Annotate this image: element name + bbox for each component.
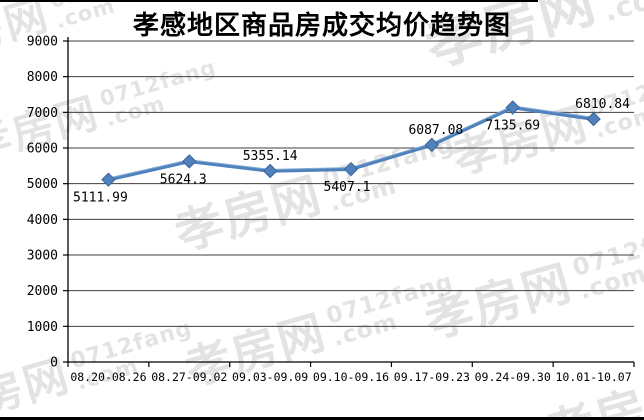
y-tick-label: 9000 bbox=[27, 35, 58, 50]
y-tick-label: 3000 bbox=[27, 249, 58, 264]
data-point-labels: 5111.99 5624.3 5355.14 5407.1 6087.08 7135.69… bbox=[73, 97, 630, 206]
y-tick-label: 8000 bbox=[27, 70, 58, 85]
y-tick-label: 5000 bbox=[27, 177, 58, 192]
x-axis-labels: 08.20-08.26 08.27-09.02 09.03-09.09 09.10-0… bbox=[70, 370, 631, 384]
y-tick-label: 7000 bbox=[27, 106, 58, 121]
data-point-value-label: 5355.14 bbox=[243, 149, 298, 164]
x-category-label: 08.20-08.26 bbox=[70, 370, 146, 384]
x-category-label: 10.01-10.07 bbox=[555, 370, 631, 384]
y-tick-label: 4000 bbox=[27, 213, 58, 228]
data-point-value-label: 6087.08 bbox=[408, 123, 463, 138]
x-category-label: 09.24-09.30 bbox=[475, 370, 551, 384]
diamond-marker bbox=[505, 100, 520, 115]
data-point-value-label: 6810.84 bbox=[575, 97, 630, 112]
data-point-markers bbox=[101, 100, 601, 187]
y-tick-label: 2000 bbox=[27, 284, 58, 299]
chart-title: 孝感地区商品房成交均价趋势图 bbox=[132, 11, 511, 41]
x-category-label: 08.27-09.02 bbox=[151, 370, 227, 384]
x-category-label: 09.10-09.16 bbox=[313, 370, 389, 384]
x-category-label: 09.03-09.09 bbox=[232, 370, 308, 384]
axes bbox=[63, 37, 635, 367]
y-axis-labels: 0 1000 2000 3000 4000 5000 6000 7000 8000 9000 bbox=[27, 35, 58, 371]
y-tick-label: 1000 bbox=[27, 320, 58, 335]
data-point-value-label: 5624.3 bbox=[160, 172, 207, 187]
diamond-marker bbox=[343, 161, 359, 177]
y-tick-label: 6000 bbox=[27, 142, 58, 157]
diamond-marker bbox=[424, 137, 440, 153]
diamond-marker bbox=[101, 172, 116, 187]
data-point-value-label: 5407.1 bbox=[324, 180, 371, 195]
gridlines bbox=[68, 40, 634, 327]
top-border-line bbox=[0, 0, 538, 2]
x-category-label: 09.17-09.23 bbox=[394, 370, 470, 384]
diamond-marker bbox=[262, 163, 278, 179]
data-point-value-label: 5111.99 bbox=[73, 191, 128, 206]
diamond-marker bbox=[586, 111, 601, 127]
bottom-border-line bbox=[0, 417, 644, 420]
y-tick-label: 0 bbox=[50, 356, 58, 371]
data-point-value-label: 7135.69 bbox=[485, 118, 540, 133]
diamond-marker bbox=[182, 154, 197, 169]
